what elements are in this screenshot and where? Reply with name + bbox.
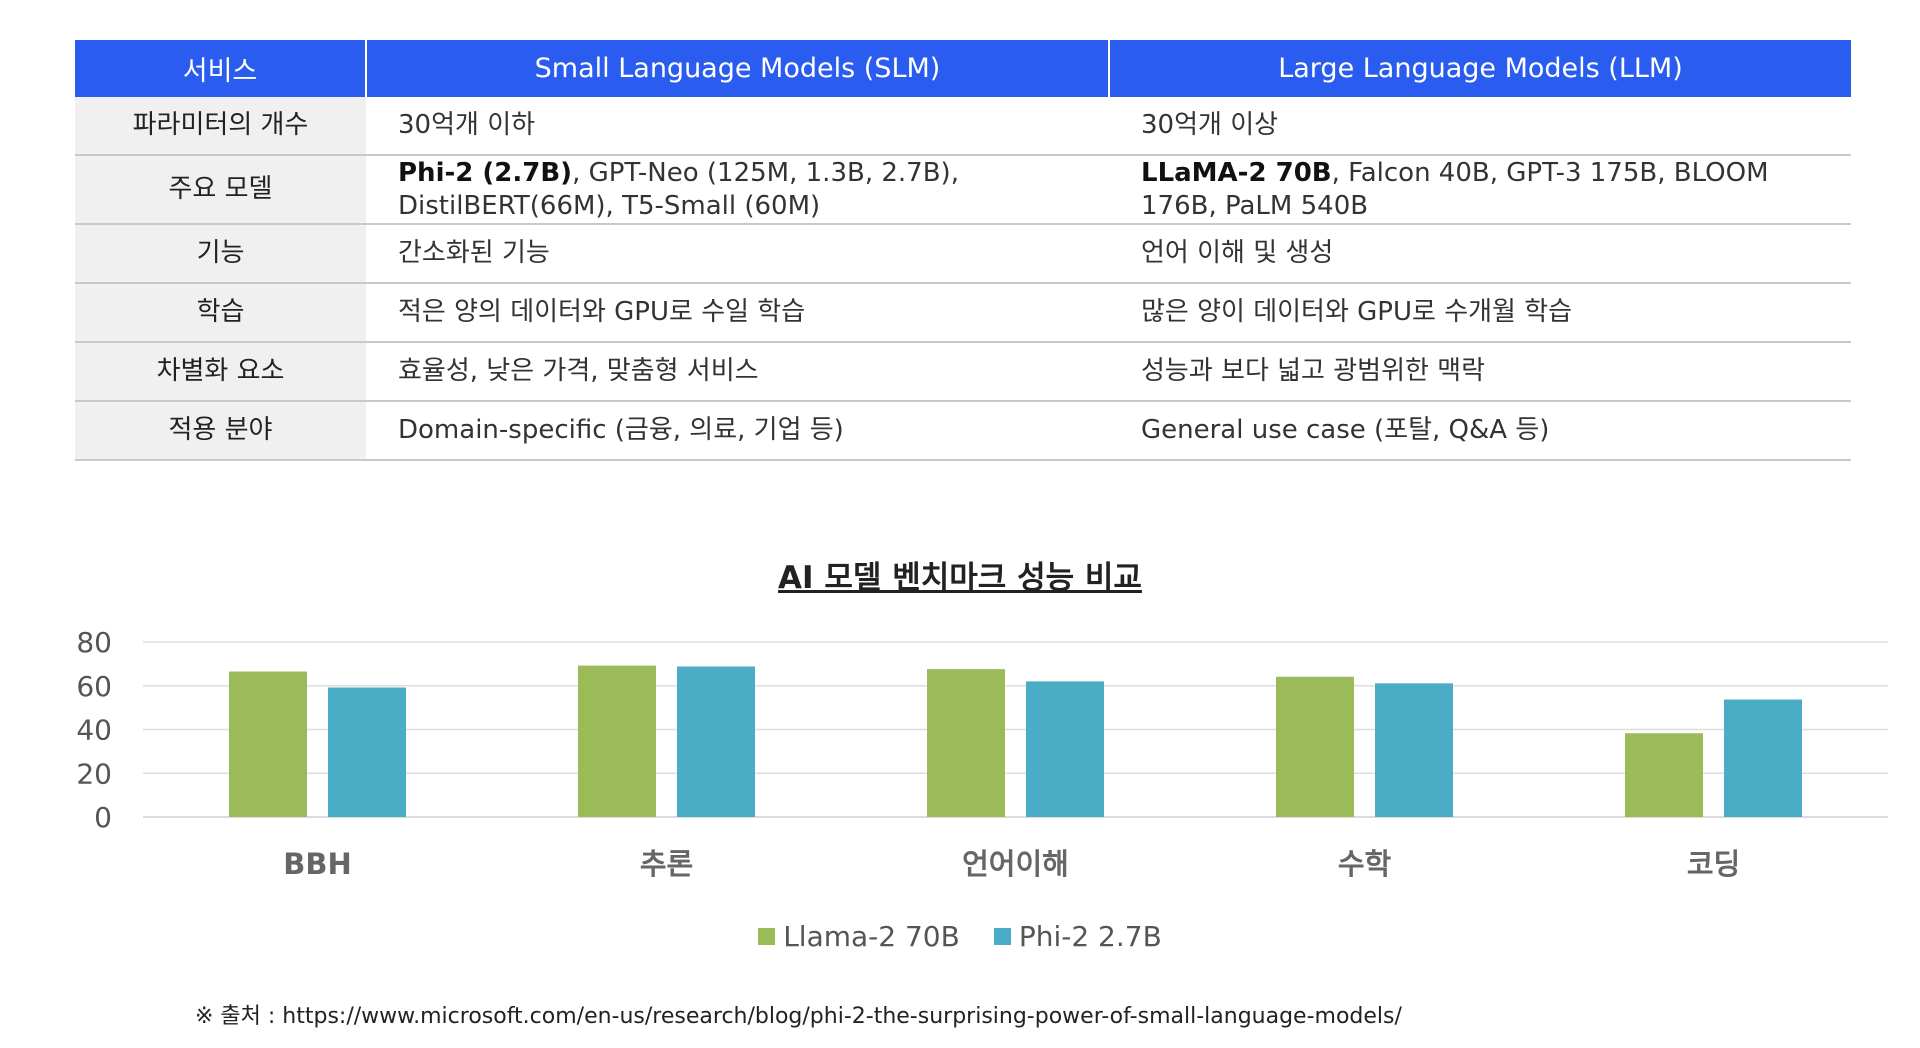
llm-models-line2: 176B, PaLM 540B xyxy=(1141,190,1369,221)
bar-llama xyxy=(1625,733,1703,817)
llm-cell: 성능과 보다 넓고 광범위한 맥락 xyxy=(1109,342,1851,402)
llm-cell: LLaMA-2 70B, Falcon 40B, GPT-3 175B, BLO… xyxy=(1109,155,1851,225)
slm-models-line1: , GPT-Neo (125M, 1.3B, 2.7B), xyxy=(572,157,959,188)
bar-llama xyxy=(1276,676,1354,817)
table-row: 적용 분야 Domain-specific (금융, 의료, 기업 등) Gen… xyxy=(75,401,1851,461)
x-category-label: 추론 xyxy=(640,847,693,881)
legend-item-phi: Phi-2 2.7B xyxy=(993,920,1162,953)
slm-cell: Domain-specific (금융, 의료, 기업 등) xyxy=(366,401,1109,461)
x-category-label: 코딩 xyxy=(1687,847,1740,881)
y-tick-label: 0 xyxy=(94,801,112,834)
llm-cell: 많은 양이 데이터와 GPU로 수개월 학습 xyxy=(1109,283,1851,343)
bar-phi xyxy=(328,687,406,817)
legend-label-llama: Llama-2 70B xyxy=(783,920,960,953)
row-label: 기능 xyxy=(75,224,366,284)
bar-phi xyxy=(1375,683,1453,817)
bar-phi xyxy=(1026,681,1104,817)
header-slm: Small Language Models (SLM) xyxy=(366,40,1110,97)
x-category-label: 언어이해 xyxy=(962,847,1069,881)
row-label: 파라미터의 개수 xyxy=(75,97,366,156)
table-row: 주요 모델 Phi-2 (2.7B), GPT-Neo (125M, 1.3B,… xyxy=(75,155,1851,225)
table-row: 학습 적은 양의 데이터와 GPU로 수일 학습 많은 양이 데이터와 GPU로… xyxy=(75,283,1851,343)
y-tick-label: 40 xyxy=(76,714,112,747)
bar-llama xyxy=(927,669,1005,817)
slm-cell: 효율성, 낮은 가격, 맞춤형 서비스 xyxy=(366,342,1109,402)
chart-legend: Llama-2 70B Phi-2 2.7B xyxy=(0,920,1920,953)
legend-swatch-llama xyxy=(758,928,776,945)
table-row: 차별화 요소 효율성, 낮은 가격, 맞춤형 서비스 성능과 보다 넓고 광범위… xyxy=(75,342,1851,402)
table-header-row: 서비스 Small Language Models (SLM) Large La… xyxy=(75,40,1851,97)
table-row: 파라미터의 개수 30억개 이하 30억개 이상 xyxy=(75,97,1851,156)
llm-cell: 30억개 이상 xyxy=(1109,97,1851,156)
bar-llama xyxy=(229,671,307,817)
legend-swatch-phi xyxy=(993,928,1011,945)
slm-models-line2: DistilBERT(66M), T5-Small (60M) xyxy=(398,190,821,221)
slm-highlight-model: Phi-2 (2.7B) xyxy=(398,157,573,188)
llm-cell: 언어 이해 및 생성 xyxy=(1109,224,1851,284)
llm-highlight-model: LLaMA-2 70B xyxy=(1141,157,1332,188)
x-category-label: 수학 xyxy=(1338,847,1392,881)
llm-cell: General use case (포탈, Q&A 등) xyxy=(1109,401,1851,461)
table-row: 기능 간소화된 기능 언어 이해 및 생성 xyxy=(75,224,1851,284)
bar-llama xyxy=(578,665,656,817)
row-label: 차별화 요소 xyxy=(75,342,366,402)
header-service: 서비스 xyxy=(75,40,367,97)
slm-cell: 적은 양의 데이터와 GPU로 수일 학습 xyxy=(366,283,1109,343)
slm-cell: 간소화된 기능 xyxy=(366,224,1109,284)
slm-cell: Phi-2 (2.7B), GPT-Neo (125M, 1.3B, 2.7B)… xyxy=(366,155,1109,225)
header-llm: Large Language Models (LLM) xyxy=(1109,40,1851,97)
bar-phi xyxy=(677,666,755,817)
llm-models-line1: , Falcon 40B, GPT-3 175B, BLOOM xyxy=(1331,157,1769,188)
comparison-table: 서비스 Small Language Models (SLM) Large La… xyxy=(75,40,1851,461)
legend-item-llama: Llama-2 70B xyxy=(758,920,960,953)
row-label: 학습 xyxy=(75,283,366,343)
y-tick-label: 80 xyxy=(76,626,112,659)
x-category-label: BBH xyxy=(283,847,351,881)
slm-cell: 30억개 이하 xyxy=(366,97,1109,156)
row-label: 주요 모델 xyxy=(75,155,366,225)
chart-title: AI 모델 벤치마크 성능 비교 xyxy=(778,560,1142,596)
legend-label-phi: Phi-2 2.7B xyxy=(1018,920,1162,953)
source-citation: ※ 출처 : https://www.microsoft.com/en-us/r… xyxy=(195,1004,1402,1029)
y-tick-label: 60 xyxy=(76,670,112,703)
row-label: 적용 분야 xyxy=(75,401,366,461)
y-tick-label: 20 xyxy=(76,757,112,790)
bar-phi xyxy=(1724,699,1802,817)
